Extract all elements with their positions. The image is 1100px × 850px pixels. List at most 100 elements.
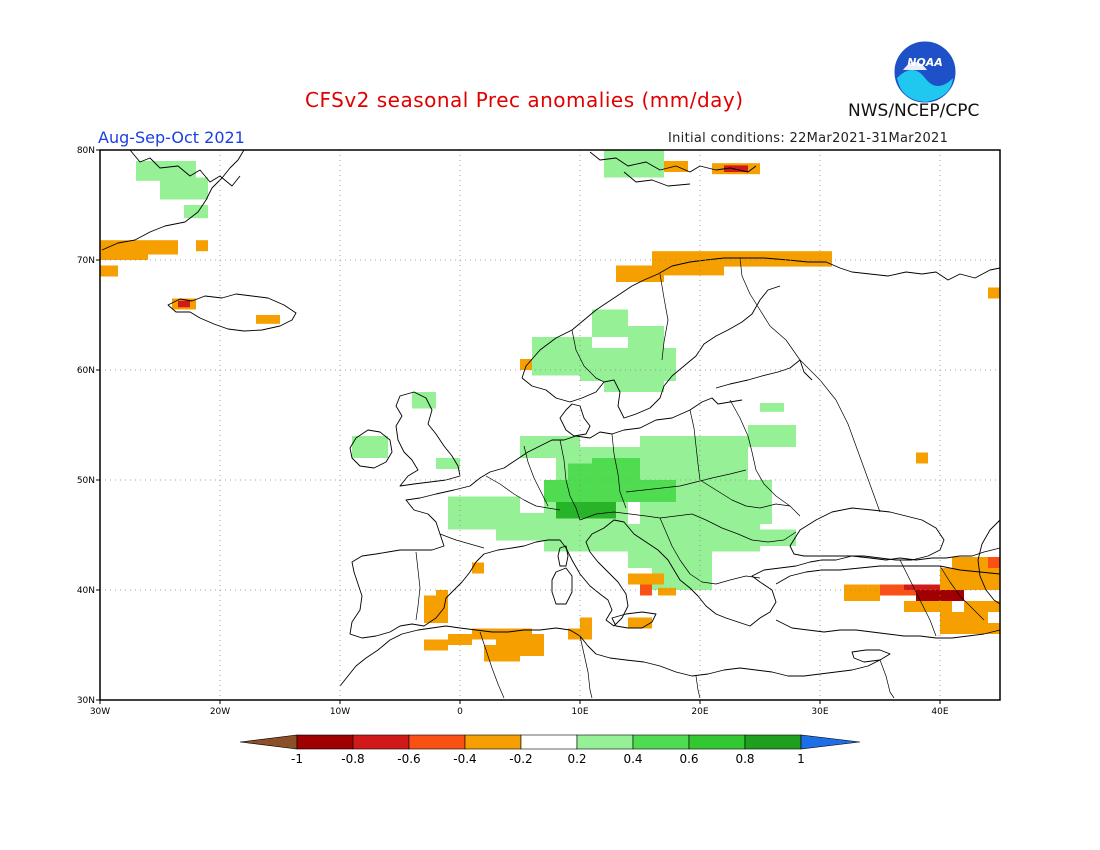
lon-tick-label: 30W bbox=[90, 707, 110, 717]
colorbar-tick-label: 0.6 bbox=[679, 752, 698, 766]
svalbard-coast bbox=[589, 151, 757, 187]
lat-tick-label: 40N bbox=[77, 586, 95, 596]
anomaly-cell bbox=[472, 562, 484, 574]
svg-text:NOAA: NOAA bbox=[907, 56, 943, 69]
lon-tick-label: 10W bbox=[330, 707, 350, 717]
denmark-coast bbox=[559, 403, 591, 437]
europe-west-coast bbox=[349, 431, 1001, 639]
anomaly-cell bbox=[664, 265, 724, 276]
scandinavia-coast bbox=[521, 257, 1001, 379]
colorbar-tick-label: 1 bbox=[797, 752, 805, 766]
anomaly-cell bbox=[880, 584, 916, 596]
greenland-coast bbox=[101, 149, 245, 251]
anomaly-cell bbox=[616, 265, 664, 282]
lat-tick-label: 70N bbox=[77, 256, 95, 266]
lat-tick-label: 50N bbox=[77, 476, 95, 486]
anomaly-cell bbox=[760, 403, 784, 412]
anomaly-cell bbox=[580, 617, 592, 629]
colorbar-segment bbox=[688, 734, 746, 750]
colorbar-high-arrow bbox=[800, 734, 861, 750]
anomaly-cell bbox=[904, 601, 952, 612]
anomaly-cell bbox=[652, 251, 832, 267]
anomaly-cell bbox=[988, 557, 1000, 568]
iceland-coast bbox=[167, 293, 297, 332]
anomaly-cell bbox=[424, 595, 448, 612]
anomaly-cell bbox=[916, 452, 928, 464]
organization-label: NWS/NCEP/CPC bbox=[848, 101, 980, 121]
colorbar-tick-label: 0.4 bbox=[623, 752, 642, 766]
colorbar-tick-label: -0.4 bbox=[453, 752, 476, 766]
anomaly-cell bbox=[256, 315, 280, 324]
anomaly-cell bbox=[532, 337, 592, 376]
finland-coast bbox=[715, 359, 813, 389]
colorbar-tick-label: -0.8 bbox=[341, 752, 364, 766]
cyprus-coast bbox=[851, 649, 891, 663]
anomaly-cell bbox=[628, 617, 652, 629]
colorbar-segment bbox=[632, 734, 690, 750]
anomaly-cell bbox=[664, 161, 688, 172]
anomaly-cell bbox=[604, 370, 664, 392]
lat-tick-label: 80N bbox=[77, 146, 95, 156]
lon-tick-label: 40E bbox=[931, 707, 948, 717]
forecast-period-label: Aug-Sep-Oct 2021 bbox=[98, 128, 245, 147]
lon-tick-label: 10E bbox=[571, 707, 588, 717]
anomaly-cell bbox=[184, 205, 208, 219]
colorbar-tick-label: -0.2 bbox=[509, 752, 532, 766]
anomaly-cell bbox=[100, 265, 118, 277]
anomaly-cell bbox=[904, 584, 964, 590]
colorbar-segment bbox=[408, 734, 466, 750]
anomaly-cell bbox=[448, 634, 472, 645]
caspian-coast bbox=[977, 519, 1001, 605]
anomaly-cell bbox=[424, 639, 448, 651]
anomaly-cell bbox=[724, 165, 748, 172]
anomaly-cell bbox=[658, 587, 676, 596]
anomaly-cell bbox=[628, 326, 664, 348]
anomaly-cell bbox=[472, 628, 496, 640]
colorbar-tick-label: -0.6 bbox=[397, 752, 420, 766]
anomaly-cell bbox=[964, 601, 1000, 612]
anomaly-cell bbox=[412, 392, 436, 409]
ireland-coast bbox=[349, 429, 393, 469]
colorbar-segment bbox=[576, 734, 634, 750]
initial-conditions-label: Initial conditions: 22Mar2021-31Mar2021 bbox=[668, 131, 949, 146]
turkey-coast bbox=[775, 565, 1001, 639]
sardinia-coast bbox=[551, 567, 573, 605]
anomaly-cell bbox=[844, 584, 880, 601]
colorbar-tick-label: 0.2 bbox=[567, 752, 586, 766]
north-africa-coast bbox=[339, 625, 881, 687]
lon-tick-label: 20E bbox=[691, 707, 708, 717]
colorbar-tick-label: -1 bbox=[291, 752, 303, 766]
anomaly-cell bbox=[592, 309, 628, 337]
graticule-layer bbox=[100, 150, 1000, 700]
anomaly-cell bbox=[178, 300, 190, 308]
anomaly-cell bbox=[604, 150, 664, 178]
great-britain-coast bbox=[395, 391, 461, 487]
lat-tick-label: 30N bbox=[77, 696, 95, 706]
anomaly-cell bbox=[484, 645, 520, 662]
colorbar-segment bbox=[464, 734, 522, 750]
country-border-layer bbox=[415, 257, 985, 699]
scandinavia-south-coast bbox=[521, 285, 781, 419]
anomaly-cell bbox=[160, 177, 208, 200]
colorbar-segment bbox=[520, 734, 578, 750]
anomaly-cell bbox=[988, 287, 1000, 299]
colorbar-segment bbox=[744, 734, 802, 750]
colorbar-segment bbox=[296, 734, 354, 750]
anomaly-cell bbox=[748, 425, 796, 447]
anomaly-cell bbox=[736, 485, 772, 497]
map-title: CFSv2 seasonal Prec anomalies (mm/day) bbox=[305, 88, 744, 112]
anomaly-cell bbox=[520, 359, 532, 370]
sicily-coast bbox=[611, 611, 657, 629]
anomaly-cell bbox=[592, 458, 640, 475]
lat-tick-label: 60N bbox=[77, 366, 95, 376]
anomaly-cell bbox=[724, 529, 796, 546]
axis-tick-layer: 30W 20W 10W 0 10E 20E 30E 40E 30N 40N 50N 60N 70N 80N bbox=[77, 146, 949, 717]
map-frame bbox=[99, 149, 1001, 701]
anomaly-cell bbox=[148, 240, 178, 255]
anomaly-cell bbox=[352, 436, 388, 458]
lon-tick-label: 30E bbox=[811, 707, 828, 717]
anomaly-cell bbox=[436, 590, 448, 596]
colorbar-segment bbox=[352, 734, 410, 750]
